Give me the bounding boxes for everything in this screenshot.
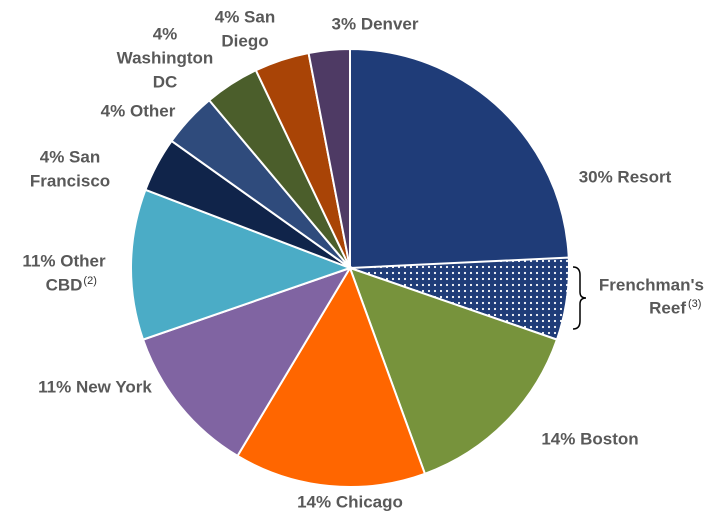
slice-label: 14% Chicago bbox=[297, 492, 403, 511]
slice-label: CBD bbox=[46, 275, 83, 294]
bracket bbox=[572, 266, 587, 330]
highlight-label: Frenchman's bbox=[599, 275, 704, 294]
pie-slice bbox=[307, 47, 351, 269]
slice-label: Washington bbox=[117, 48, 214, 67]
highlight-label: Reef bbox=[649, 298, 686, 317]
slice-label: 4% Other bbox=[101, 101, 176, 120]
slice-label: 14% Boston bbox=[541, 429, 638, 448]
slice-label: 11% New York bbox=[38, 377, 152, 396]
slice-label: Diego bbox=[221, 31, 268, 50]
pie-slice bbox=[130, 188, 353, 341]
slice-label: 30% Resort bbox=[579, 167, 672, 186]
slice-label: 4% bbox=[153, 24, 178, 43]
slice-label: 4% San bbox=[40, 147, 100, 166]
highlight-note: (3) bbox=[688, 298, 701, 310]
slice-label: Francisco bbox=[30, 171, 110, 190]
pie-slice bbox=[348, 266, 559, 476]
slice-label: 3% Denver bbox=[332, 14, 419, 33]
slice-note: (2) bbox=[83, 275, 96, 287]
pie-slice bbox=[236, 265, 427, 488]
pie-slice bbox=[141, 266, 353, 458]
slice-label: 4% San bbox=[215, 7, 275, 26]
slice-label: 11% Other bbox=[22, 251, 106, 270]
slice-label: DC bbox=[153, 72, 178, 91]
